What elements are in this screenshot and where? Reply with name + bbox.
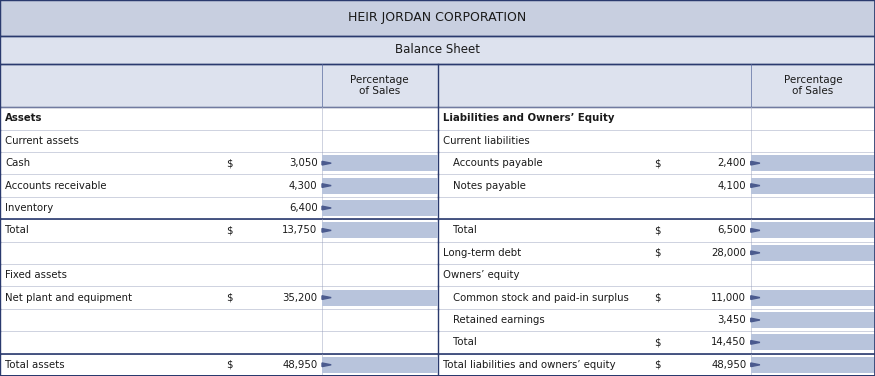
- Bar: [0, 152, 875, 174]
- Bar: [751, 155, 875, 171]
- Text: Accounts payable: Accounts payable: [453, 158, 542, 168]
- Text: 4,100: 4,100: [718, 180, 746, 191]
- Text: Cash: Cash: [5, 158, 31, 168]
- Text: $: $: [654, 337, 661, 347]
- Bar: [0, 174, 875, 197]
- Text: $: $: [226, 360, 232, 370]
- Text: Total: Total: [453, 337, 477, 347]
- Text: $: $: [654, 360, 661, 370]
- Polygon shape: [751, 363, 760, 367]
- Text: $: $: [654, 225, 661, 235]
- Text: $: $: [226, 158, 232, 168]
- Text: Percentage
of Sales: Percentage of Sales: [350, 75, 410, 96]
- Text: HEIR JORDAN CORPORATION: HEIR JORDAN CORPORATION: [348, 11, 527, 24]
- Text: 3,050: 3,050: [289, 158, 318, 168]
- Bar: [0, 242, 875, 264]
- Text: Liabilities and Owners’ Equity: Liabilities and Owners’ Equity: [443, 113, 614, 123]
- Polygon shape: [751, 161, 760, 165]
- Bar: [322, 155, 438, 171]
- Bar: [751, 357, 875, 373]
- Bar: [0, 331, 875, 353]
- Bar: [751, 334, 875, 350]
- Text: 2,400: 2,400: [718, 158, 746, 168]
- Polygon shape: [751, 184, 760, 187]
- Polygon shape: [322, 363, 331, 367]
- Bar: [322, 222, 438, 238]
- Bar: [751, 290, 875, 306]
- Text: $: $: [654, 248, 661, 258]
- Bar: [751, 245, 875, 261]
- Text: Common stock and paid-in surplus: Common stock and paid-in surplus: [453, 293, 629, 303]
- Bar: [322, 64, 438, 107]
- Text: Fixed assets: Fixed assets: [5, 270, 67, 280]
- Bar: [322, 357, 438, 373]
- Bar: [0, 219, 875, 241]
- Text: 6,500: 6,500: [718, 225, 746, 235]
- Text: Current assets: Current assets: [5, 136, 79, 146]
- Bar: [0, 353, 875, 376]
- Text: Percentage
of Sales: Percentage of Sales: [784, 75, 842, 96]
- Text: $: $: [226, 225, 232, 235]
- Text: $: $: [654, 293, 661, 303]
- Bar: [0, 64, 875, 107]
- Polygon shape: [751, 251, 760, 255]
- Text: Long-term debt: Long-term debt: [443, 248, 521, 258]
- Bar: [322, 290, 438, 306]
- Bar: [751, 222, 875, 238]
- Text: Total: Total: [5, 225, 29, 235]
- Text: Total liabilities and owners’ equity: Total liabilities and owners’ equity: [443, 360, 615, 370]
- Polygon shape: [751, 296, 760, 299]
- Bar: [751, 177, 875, 194]
- Bar: [0, 0, 875, 36]
- Polygon shape: [751, 229, 760, 232]
- Text: Accounts receivable: Accounts receivable: [5, 180, 107, 191]
- Text: Notes payable: Notes payable: [453, 180, 526, 191]
- Text: Inventory: Inventory: [5, 203, 53, 213]
- Bar: [0, 36, 875, 64]
- Bar: [751, 312, 875, 328]
- Polygon shape: [751, 341, 760, 344]
- Text: Total assets: Total assets: [5, 360, 65, 370]
- Text: Owners’ equity: Owners’ equity: [443, 270, 519, 280]
- Polygon shape: [751, 318, 760, 322]
- Bar: [0, 107, 875, 130]
- Text: 48,950: 48,950: [283, 360, 318, 370]
- Text: Current liabilities: Current liabilities: [443, 136, 529, 146]
- Text: $: $: [226, 293, 232, 303]
- Text: 35,200: 35,200: [283, 293, 318, 303]
- Text: Balance Sheet: Balance Sheet: [395, 43, 480, 56]
- Bar: [0, 287, 875, 309]
- Bar: [0, 197, 875, 219]
- Bar: [0, 130, 875, 152]
- Polygon shape: [322, 184, 331, 187]
- Bar: [0, 309, 875, 331]
- Polygon shape: [322, 161, 331, 165]
- Text: 48,950: 48,950: [711, 360, 746, 370]
- Polygon shape: [322, 229, 331, 232]
- Text: Net plant and equipment: Net plant and equipment: [5, 293, 132, 303]
- Text: 14,450: 14,450: [711, 337, 746, 347]
- Bar: [0, 264, 875, 287]
- Text: 13,750: 13,750: [283, 225, 318, 235]
- Text: $: $: [654, 158, 661, 168]
- Bar: [751, 64, 875, 107]
- Text: Assets: Assets: [5, 113, 43, 123]
- Text: Retained earnings: Retained earnings: [453, 315, 545, 325]
- Polygon shape: [322, 296, 331, 299]
- Text: 3,450: 3,450: [718, 315, 746, 325]
- Text: 28,000: 28,000: [711, 248, 746, 258]
- Text: Total: Total: [453, 225, 477, 235]
- Text: 11,000: 11,000: [711, 293, 746, 303]
- Text: 4,300: 4,300: [289, 180, 318, 191]
- Bar: [322, 200, 438, 216]
- Polygon shape: [322, 206, 331, 210]
- Bar: [322, 177, 438, 194]
- Text: 6,400: 6,400: [289, 203, 318, 213]
